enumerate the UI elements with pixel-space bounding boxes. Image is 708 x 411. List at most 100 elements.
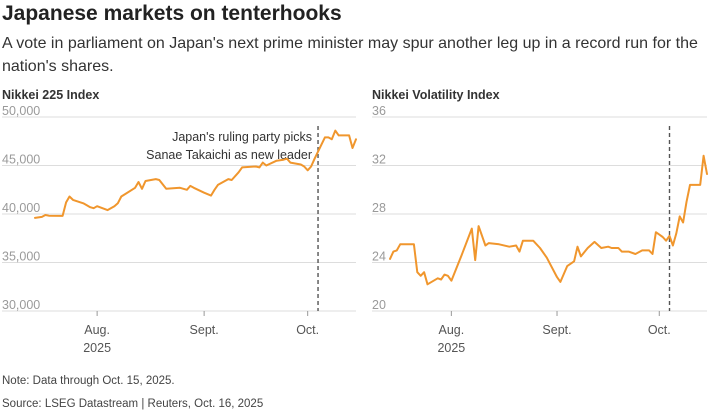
- volatility-data-point: [416, 271, 418, 273]
- nikkei-225-data-point: [210, 195, 212, 197]
- nikkei-225-data-point: [62, 215, 64, 217]
- volatility-y-tick-label: 20: [372, 298, 386, 312]
- nikkei-225-data-point: [138, 181, 140, 183]
- volatility-data-point: [692, 184, 694, 186]
- volatility-x-tick-label: Oct.: [648, 323, 671, 337]
- nikkei-225-data-point: [217, 184, 219, 186]
- nikkei-225-data-point: [186, 189, 188, 191]
- volatility-data-point: [573, 260, 575, 262]
- volatility-data-point: [389, 258, 391, 260]
- volatility-data-point: [447, 275, 449, 277]
- nikkei-225-data-point: [38, 216, 40, 218]
- nikkei-225-data-point: [134, 187, 136, 189]
- nikkei-225-data-point: [241, 166, 243, 168]
- nikkei-225-data-point: [65, 201, 67, 203]
- nikkei-225-data-point: [352, 147, 354, 149]
- nikkei-225-data-point: [89, 206, 91, 208]
- volatility-data-point: [686, 201, 688, 203]
- nikkei-225-y-tick-label: 30,000: [2, 298, 40, 312]
- volatility-data-point: [679, 215, 681, 217]
- nikkei-225-data-point: [214, 189, 216, 191]
- nikkei-225-data-point: [314, 158, 316, 160]
- volatility-data-point: [539, 247, 541, 249]
- volatility-data-point: [689, 184, 691, 186]
- nikkei-225-y-tick-label: 45,000: [2, 153, 40, 167]
- volatility-data-point: [665, 240, 667, 242]
- volatility-data-point: [399, 243, 401, 245]
- volatility-data-point: [607, 246, 609, 248]
- nikkei-225-data-point: [86, 204, 88, 206]
- nikkei-225-data-point: [107, 209, 109, 211]
- nikkei-225-x-tick-label: Aug.: [84, 323, 110, 337]
- volatility-data-point: [682, 222, 684, 224]
- nikkei-225-data-point: [82, 202, 84, 204]
- nikkei-225-data-point: [231, 179, 233, 181]
- volatility-data-point: [396, 249, 398, 251]
- volatility-data-point: [522, 240, 524, 242]
- nikkei-225-data-point: [331, 138, 333, 140]
- nikkei-225-data-point: [227, 178, 229, 180]
- volatility-data-point: [634, 253, 636, 255]
- data-note: Note: Data through Oct. 15, 2025.: [2, 375, 175, 387]
- volatility-data-point: [675, 232, 677, 234]
- nikkei-volatility-chart-title: Nikkei Volatility Index: [372, 88, 500, 102]
- nikkei-225-data-point: [72, 199, 74, 201]
- nikkei-225-data-point: [276, 160, 278, 162]
- volatility-data-point: [617, 247, 619, 249]
- page-subtitle: A vote in parliament on Japan's next pri…: [2, 35, 698, 75]
- volatility-data-point: [444, 274, 446, 276]
- nikkei-225-data-point: [113, 205, 115, 207]
- volatility-x-tick-label: Aug.: [438, 323, 464, 337]
- volatility-data-point: [566, 265, 568, 267]
- nikkei-225-data-point: [238, 171, 240, 173]
- volatility-data-point: [450, 280, 452, 282]
- volatility-data-point: [611, 247, 613, 249]
- nikkei-225-data-point: [34, 217, 36, 219]
- volatility-data-point: [423, 271, 425, 273]
- nikkei-225-chart-title: Nikkei 225 Index: [2, 88, 100, 102]
- nikkei-225-data-point: [265, 165, 267, 167]
- nikkei-225-series-line: [34, 129, 357, 219]
- volatility-series-line: [389, 154, 708, 286]
- volatility-data-point: [669, 235, 671, 237]
- volatility-data-point: [652, 253, 654, 255]
- volatility-y-tick-label: 36: [372, 104, 386, 118]
- volatility-data-point: [498, 243, 500, 245]
- volatility-data-point: [648, 249, 650, 251]
- source-credit: Source: LSEG Datastream | Reuters, Oct. …: [2, 398, 264, 410]
- nikkei-225-data-point: [69, 196, 71, 198]
- nikkei-225-data-point: [334, 130, 336, 132]
- volatility-data-point: [519, 251, 521, 253]
- nikkei-225-data-point: [189, 185, 191, 187]
- volatility-data-point: [532, 240, 534, 242]
- volatility-data-point: [628, 251, 630, 253]
- volatility-y-tick-label: 32: [372, 153, 386, 167]
- nikkei-225-data-point: [158, 179, 160, 181]
- volatility-data-point: [662, 236, 664, 238]
- volatility-data-point: [559, 281, 561, 283]
- volatility-y-tick-label: 24: [372, 250, 386, 264]
- volatility-data-point: [461, 254, 463, 256]
- nikkei-225-x-tick-label: Oct.: [296, 323, 319, 337]
- volatility-data-point: [420, 275, 422, 277]
- volatility-data-point: [413, 243, 415, 245]
- nikkei-225-data-point: [303, 166, 305, 168]
- nikkei-225-y-tick-label: 35,000: [2, 250, 40, 264]
- volatility-data-point: [478, 225, 480, 227]
- nikkei-225-data-point: [262, 162, 264, 164]
- volatility-data-point: [474, 259, 476, 261]
- volatility-x-tick-year: 2025: [437, 341, 465, 355]
- volatility-data-point: [546, 257, 548, 259]
- volatility-data-point: [508, 246, 510, 248]
- volatility-data-point: [427, 283, 429, 285]
- nikkei-225-y-tick-label: 40,000: [2, 201, 40, 215]
- nikkei-225-x-tick-label: Sept.: [190, 323, 219, 337]
- nikkei-225-data-point: [338, 134, 340, 136]
- nikkei-225-data-point: [165, 188, 167, 190]
- volatility-data-point: [570, 263, 572, 265]
- volatility-data-point: [440, 279, 442, 281]
- nikkei-225-data-point: [44, 214, 46, 216]
- volatility-data-point: [484, 245, 486, 247]
- volatility-y-tick-label: 28: [372, 201, 386, 215]
